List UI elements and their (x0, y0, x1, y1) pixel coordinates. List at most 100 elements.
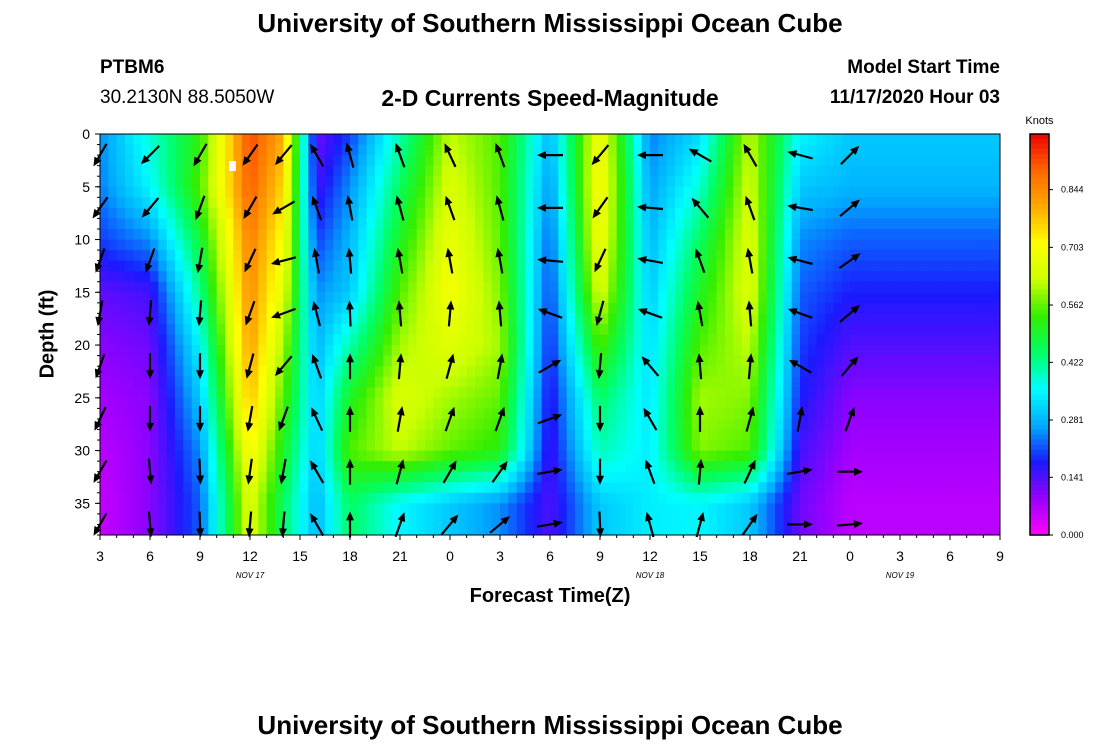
heatmap-cell (291, 408, 301, 420)
heatmap-cell (366, 239, 376, 251)
heatmap-cell (316, 176, 326, 188)
heatmap-cell (216, 450, 226, 462)
heatmap-cell (408, 387, 418, 399)
heatmap-cell (641, 429, 651, 441)
heatmap-cell (933, 461, 943, 473)
heatmap-cell (100, 165, 109, 177)
heatmap-cell (208, 302, 218, 314)
current-arrow (444, 195, 456, 221)
heatmap-cell (308, 186, 318, 198)
heatmap-cell (766, 228, 776, 241)
heatmap-cell (308, 292, 318, 304)
heatmap-cell (550, 218, 559, 230)
heatmap-cell (783, 482, 793, 494)
heatmap-cell (175, 408, 184, 420)
colorbar-segment (1030, 184, 1049, 190)
heatmap-cell (441, 228, 451, 241)
heatmap-cell (591, 513, 601, 526)
heatmap-cell (200, 397, 209, 409)
heatmap-cell (425, 218, 434, 230)
heatmap-cell (358, 492, 368, 504)
heatmap-cell (433, 134, 443, 146)
heatmap-cell (525, 239, 534, 251)
heatmap-cell (808, 418, 818, 431)
heatmap-cell (558, 440, 568, 452)
heatmap-cell (883, 366, 893, 378)
heatmap-cell (958, 482, 968, 494)
heatmap-cell (333, 218, 343, 230)
date-label: NOV 17 (236, 571, 265, 580)
heatmap-cell (458, 323, 468, 336)
heatmap-cell (441, 260, 451, 272)
heatmap-cell (816, 524, 826, 535)
heatmap-cell (450, 218, 459, 230)
heatmap-cell (750, 281, 759, 293)
heatmap-cell (150, 345, 159, 357)
heatmap-cell (358, 482, 368, 494)
heatmap-cell (925, 207, 934, 220)
heatmap-cell (641, 334, 651, 346)
heatmap-cell (350, 397, 359, 409)
heatmap-cell (800, 281, 809, 293)
heatmap-cell (341, 186, 351, 198)
heatmap-cell (341, 418, 351, 431)
heatmap-cell (183, 408, 193, 420)
heatmap-cell (808, 524, 818, 535)
heatmap-cell (475, 334, 484, 346)
heatmap-cell (866, 355, 876, 367)
heatmap-cell (166, 323, 176, 336)
heatmap-cell (433, 302, 443, 314)
heatmap-cell (558, 228, 568, 241)
heatmap-cell (475, 450, 484, 462)
heatmap-cell (966, 292, 976, 304)
heatmap-cell (383, 418, 393, 431)
heatmap-cell (658, 186, 668, 198)
heatmap-cell (583, 165, 593, 177)
heatmap-cell (866, 524, 876, 535)
heatmap-cell (175, 366, 184, 378)
heatmap-cell (891, 313, 901, 325)
colorbar-segment (1030, 324, 1049, 331)
heatmap-cell (441, 408, 451, 420)
heatmap-cell (758, 471, 768, 483)
heatmap-cell (400, 260, 409, 272)
heatmap-cell (625, 397, 634, 409)
heatmap-cell (825, 408, 834, 420)
heatmap-cell (325, 228, 334, 241)
heatmap-cell (125, 334, 134, 346)
heatmap-cell (325, 134, 334, 146)
heatmap-cell (991, 450, 1000, 462)
heatmap-cell (241, 271, 251, 283)
heatmap-cell (925, 313, 934, 325)
heatmap-cell (641, 155, 651, 167)
heatmap-cell (400, 302, 409, 314)
heatmap-cell (775, 461, 784, 473)
heatmap-cell (283, 366, 293, 378)
heatmap-cell (158, 134, 168, 146)
heatmap-cell (441, 355, 451, 367)
heatmap-cell (475, 281, 484, 293)
heatmap-cell (508, 492, 518, 504)
current-arrow (596, 458, 604, 485)
heatmap-cell (366, 271, 376, 283)
heatmap-cell (583, 228, 593, 241)
colorbar-segment (1030, 299, 1049, 306)
heatmap-cell (516, 418, 526, 431)
heatmap-cell (125, 323, 134, 336)
heatmap-cell (150, 281, 159, 293)
heatmap-cell (475, 292, 484, 304)
heatmap-cell (816, 176, 826, 188)
heatmap-cell (908, 397, 918, 409)
heatmap-cell (275, 260, 284, 272)
heatmap-cell (900, 134, 909, 146)
colorbar-segment (1030, 399, 1049, 406)
current-arrow (496, 353, 505, 380)
heatmap-cell (450, 450, 459, 462)
heatmap-cell (316, 418, 326, 431)
heatmap-cell (741, 292, 751, 304)
heatmap-cell (775, 345, 784, 357)
heatmap-cell (866, 387, 876, 399)
heatmap-cell (766, 313, 776, 325)
current-arrow (195, 247, 204, 274)
heatmap-cell (291, 323, 301, 336)
